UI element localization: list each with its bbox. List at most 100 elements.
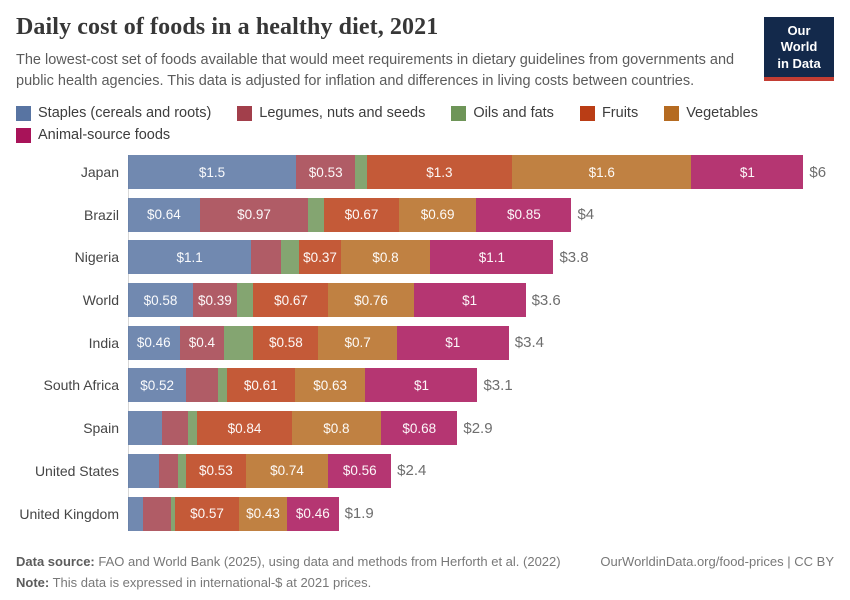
chart-row: South Africa $0.52 $0.61 $0.63 $1 $3.1: [16, 368, 834, 403]
bar-area: $0.46 $0.4 $0.58 $0.7 $1 $3.4: [128, 325, 544, 360]
bar-segment[interactable]: $1: [691, 155, 804, 190]
bar-segment[interactable]: $1.1: [430, 240, 554, 275]
total-value-label: $4: [577, 206, 595, 224]
legend-item-label: Legumes, nuts and seeds: [259, 105, 426, 122]
legend-swatch: [579, 105, 595, 121]
bar-segment[interactable]: [217, 368, 227, 403]
bar-area: $1.5 $0.53 $1.3 $1.6 $1 $6: [128, 155, 827, 190]
bar-segment[interactable]: $0.63: [294, 368, 366, 403]
bar-segment[interactable]: $0.57: [175, 496, 239, 531]
bar-segment[interactable]: $0.76: [328, 283, 414, 318]
legend-item[interactable]: Staples (cereals and roots): [16, 105, 211, 121]
bar-segment[interactable]: [159, 453, 179, 488]
owid-logo-line2: in Data: [777, 55, 821, 71]
segment-value-label: $0.39: [197, 292, 232, 308]
bar-segment[interactable]: $0.68: [381, 411, 458, 446]
bar-segment[interactable]: $0.58: [128, 283, 193, 318]
bar-segment[interactable]: [170, 496, 176, 531]
bar-segment[interactable]: [128, 496, 143, 531]
bar-segment[interactable]: [142, 496, 171, 531]
bar-area: $0.64 $0.97 $0.67 $0.69 $0.85 $4: [128, 197, 595, 232]
bar-segment[interactable]: $1.5: [128, 155, 296, 190]
bar-segment[interactable]: [236, 283, 254, 318]
footer-link[interactable]: OurWorldinData.org/food-prices | CC BY: [600, 553, 834, 569]
total-value-label: $3.8: [559, 248, 589, 266]
country-label: United States: [34, 462, 119, 479]
bar-segment[interactable]: $1.1: [128, 240, 252, 275]
legend-item[interactable]: Fruits: [579, 105, 638, 121]
bar-segment[interactable]: $0.46: [128, 325, 180, 360]
legend-item[interactable]: Oils and fats: [451, 105, 554, 121]
total-value-label: $2.9: [463, 419, 493, 437]
chart-row: India $0.46 $0.4 $0.58 $0.7 $1 $3.4: [16, 325, 834, 360]
bar-segment[interactable]: $1.3: [366, 155, 513, 190]
bar-segment[interactable]: $0.56: [328, 453, 392, 488]
bar-segment[interactable]: [128, 411, 162, 446]
bar-area: $1.1 $0.37 $0.8 $1.1 $3.8: [128, 240, 589, 275]
bar-segment[interactable]: $0.97: [199, 197, 309, 232]
stacked-bar: $0.52 $0.61 $0.63 $1: [128, 368, 478, 403]
segment-value-label: $0.4: [188, 335, 216, 351]
segment-value-label: $1.6: [588, 164, 615, 180]
country-label: Japan: [80, 164, 119, 181]
bar-segment[interactable]: [128, 453, 160, 488]
bar-segment[interactable]: $0.67: [323, 197, 399, 232]
legend-swatch: [237, 105, 253, 121]
legend-item[interactable]: Vegetables: [664, 105, 758, 121]
bar-segment[interactable]: $1: [413, 283, 526, 318]
owid-logo[interactable]: Our World in Data: [764, 17, 834, 81]
bar-segment[interactable]: [178, 453, 187, 488]
segment-value-label: $0.64: [146, 207, 181, 223]
bar-segment[interactable]: [224, 325, 254, 360]
bar-segment[interactable]: $1: [396, 325, 509, 360]
bar-segment[interactable]: $0.43: [238, 496, 288, 531]
bar-segment[interactable]: $0.64: [128, 197, 200, 232]
legend-item[interactable]: Animal-source foods: [16, 127, 170, 143]
bar-segment[interactable]: [355, 155, 367, 190]
legend-item[interactable]: Legumes, nuts and seeds: [237, 105, 425, 121]
bar-segment[interactable]: $0.52: [128, 368, 187, 403]
bar-segment[interactable]: $0.46: [287, 496, 339, 531]
bar-segment[interactable]: $0.53: [296, 155, 356, 190]
segment-value-label: $1: [413, 377, 429, 393]
bar-segment[interactable]: $0.84: [197, 411, 292, 446]
bar-segment[interactable]: $1: [365, 368, 478, 403]
segment-value-label: $0.8: [323, 420, 350, 436]
total-value-label: $6: [809, 163, 827, 181]
segment-value-label: $0.52: [140, 377, 174, 393]
segment-value-label: $0.58: [143, 292, 178, 308]
bar-segment[interactable]: [161, 411, 189, 446]
bar-segment[interactable]: [251, 240, 282, 275]
bar-segment[interactable]: [188, 411, 198, 446]
bar-segment[interactable]: $0.39: [193, 283, 237, 318]
legend-item-label: Oils and fats: [473, 105, 554, 122]
bar-area: $0.52 $0.61 $0.63 $1 $3.1: [128, 368, 513, 403]
bar-segment[interactable]: $0.8: [340, 240, 431, 275]
bar-segment[interactable]: $0.4: [179, 325, 225, 360]
chart-row: Brazil $0.64 $0.97 $0.67 $0.69 $0.85 $4: [16, 197, 834, 232]
stacked-bar: $0.58 $0.39 $0.67 $0.76 $1: [128, 283, 526, 318]
segment-value-label: $1: [445, 335, 461, 351]
bar-segment[interactable]: [186, 368, 218, 403]
segment-value-label: $1.1: [478, 249, 505, 265]
bar-segment[interactable]: $0.85: [476, 197, 572, 232]
bar-segment[interactable]: $0.58: [253, 325, 319, 360]
header-text: Daily cost of foods in a healthy diet, 2…: [16, 14, 758, 105]
legend-item-label: Vegetables: [686, 105, 758, 122]
bar-segment[interactable]: $0.69: [398, 197, 477, 232]
segment-value-label: $0.7: [344, 335, 371, 351]
bar-segment[interactable]: $0.37: [299, 240, 341, 275]
stacked-bar: $0.46 $0.4 $0.58 $0.7 $1: [128, 325, 509, 360]
bar-segment[interactable]: [308, 197, 324, 232]
bar-segment[interactable]: $0.74: [245, 453, 329, 488]
bar-segment[interactable]: [281, 240, 300, 275]
bar-segment[interactable]: $0.61: [226, 368, 295, 403]
bar-segment[interactable]: $1.6: [512, 155, 692, 190]
bar-segment[interactable]: $0.67: [253, 283, 329, 318]
bar-segment[interactable]: $0.53: [186, 453, 246, 488]
bar-segment[interactable]: $0.7: [318, 325, 397, 360]
bar-area: $0.58 $0.39 $0.67 $0.76 $1 $3.6: [128, 283, 561, 318]
segment-value-label: $0.67: [344, 207, 379, 223]
bar-segment[interactable]: $0.8: [291, 411, 382, 446]
note-text: This data is expressed in international-…: [49, 574, 372, 590]
